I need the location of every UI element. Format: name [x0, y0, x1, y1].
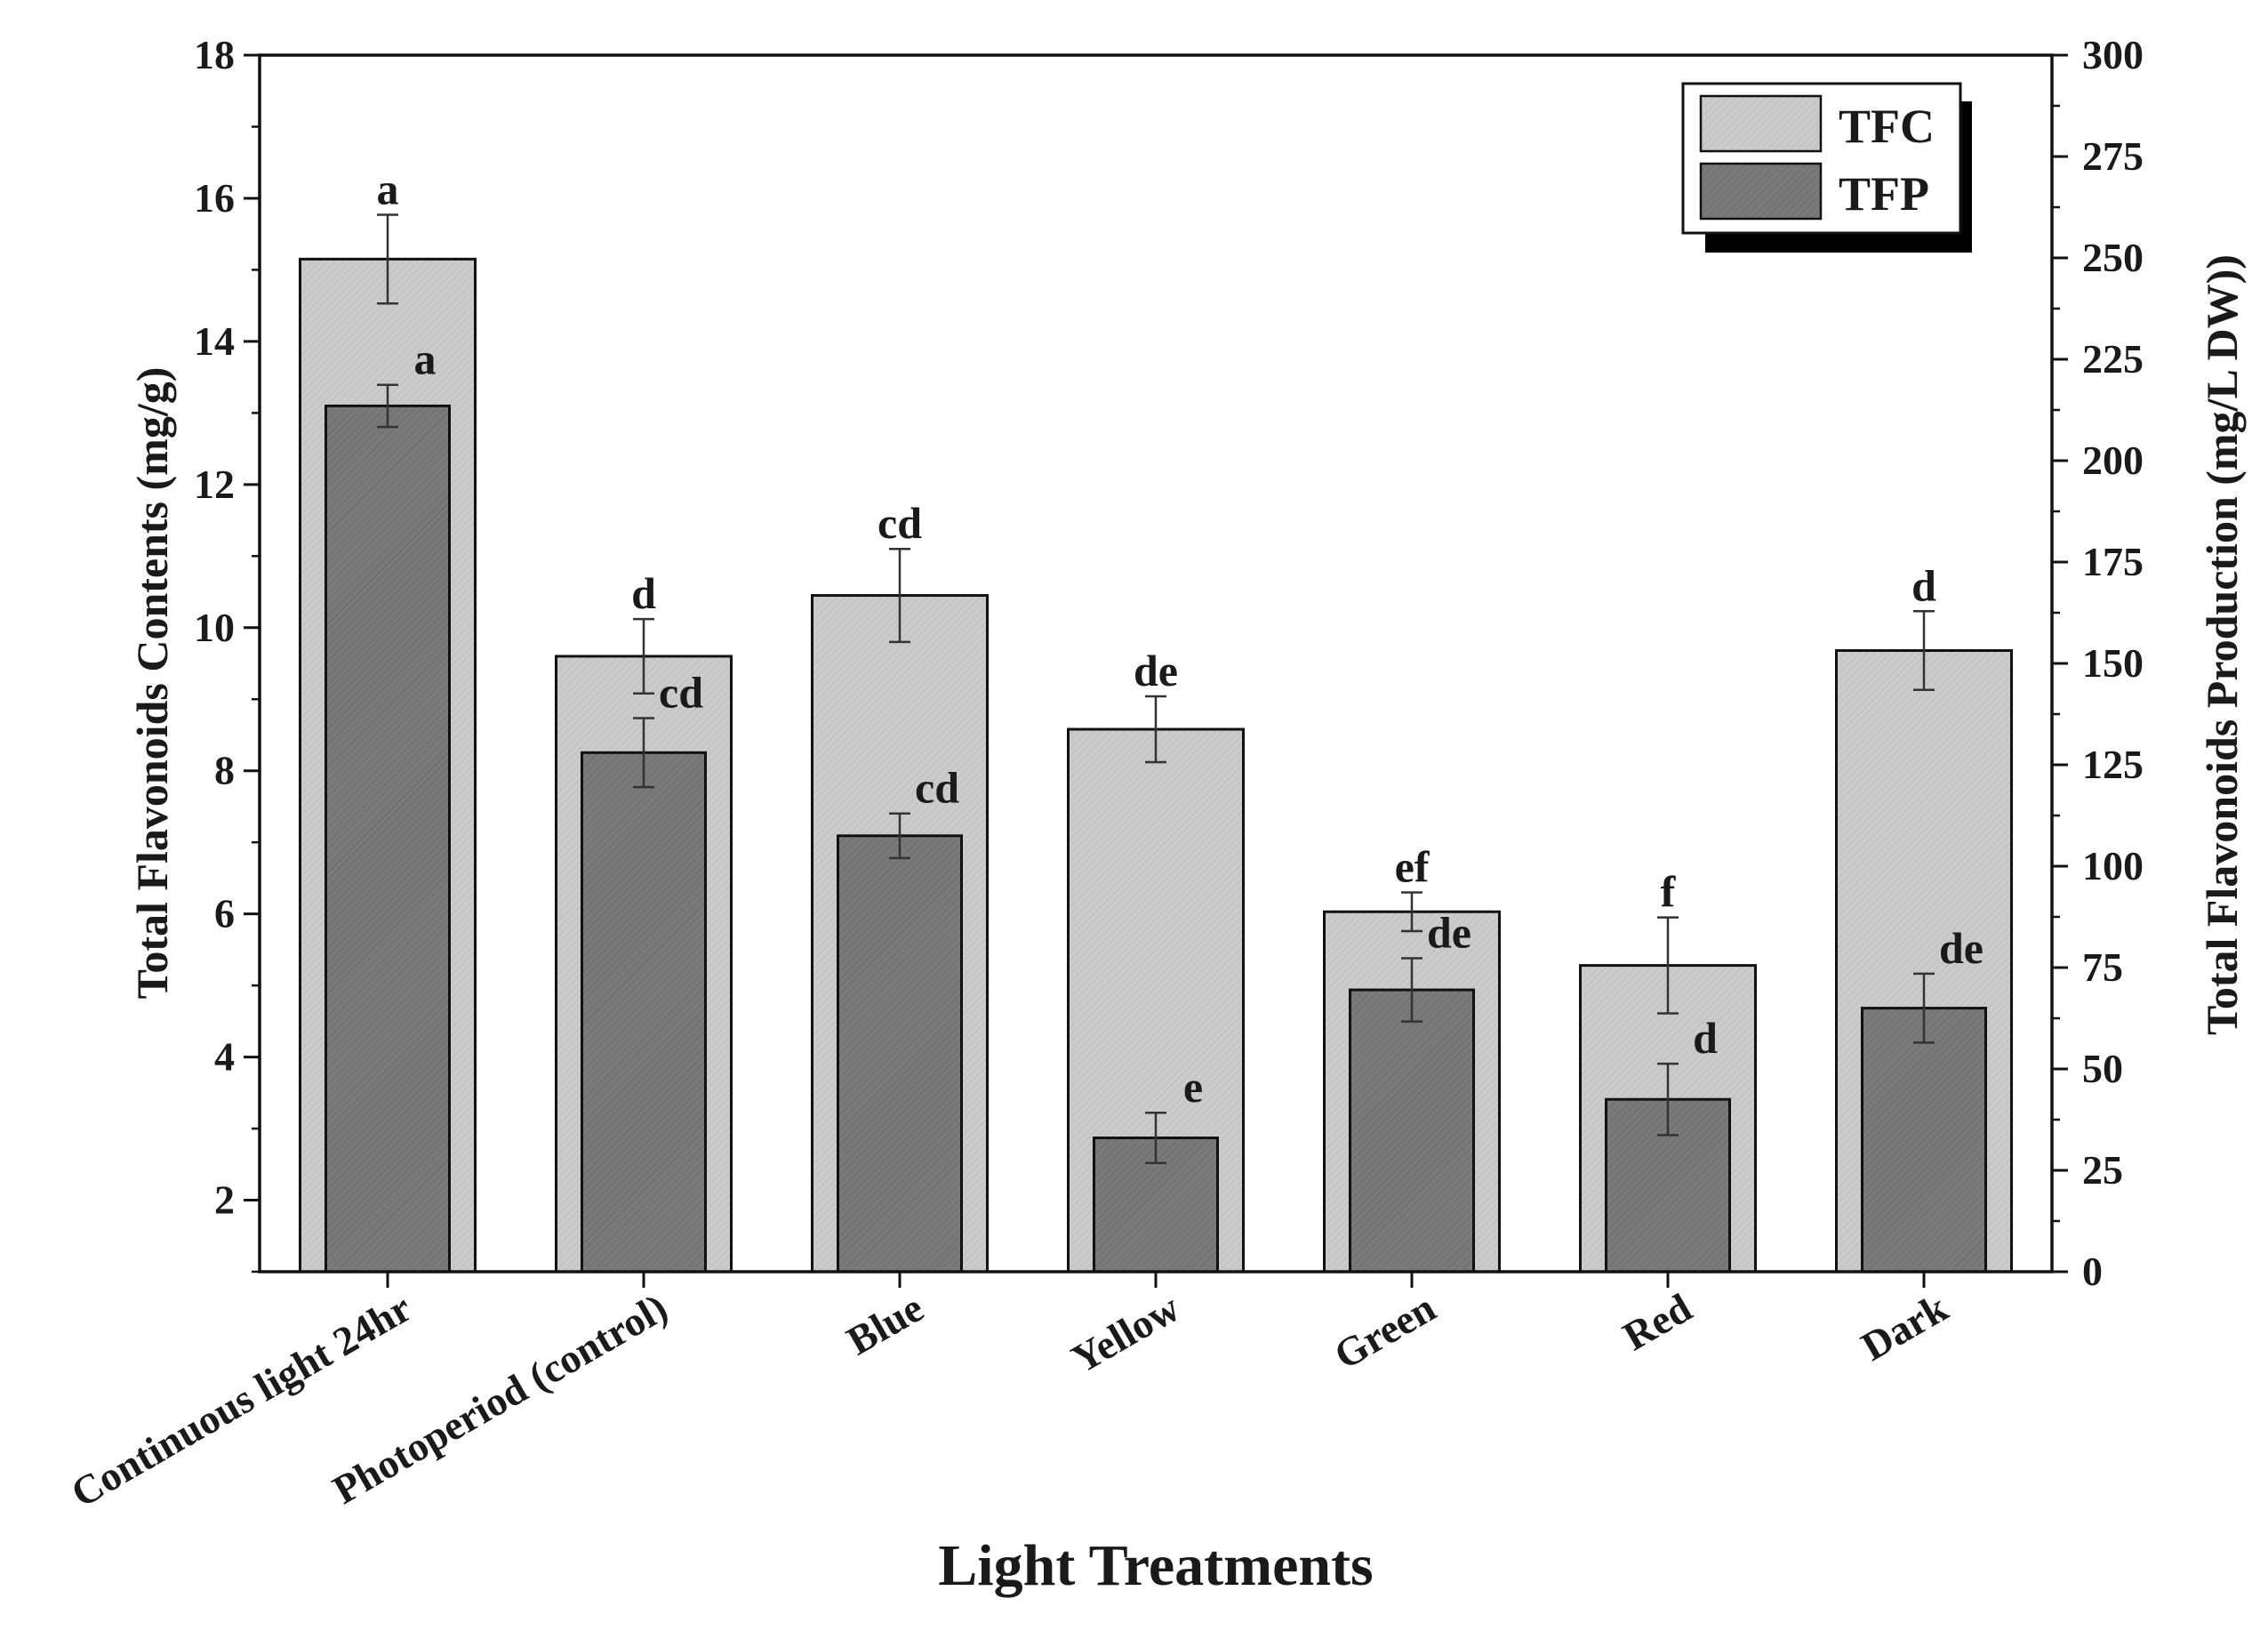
- significance-label-tfp-5: d: [1693, 1013, 1718, 1063]
- right-tick-label-225: 225: [2082, 336, 2144, 382]
- right-y-axis-title: Total Flavonoids Production (mg/L DW)): [2197, 254, 2247, 1035]
- significance-label-tfp-3: e: [1183, 1062, 1203, 1112]
- x-tick-label-4: Green: [1326, 1284, 1443, 1378]
- significance-label-tfp-2: cd: [915, 763, 959, 813]
- right-tick-label-0: 0: [2082, 1249, 2103, 1294]
- left-tick-label-18: 18: [194, 32, 235, 77]
- left-tick-label-14: 14: [194, 318, 235, 364]
- legend-swatch-tfp: [1699, 162, 1823, 221]
- right-tick-label-50: 50: [2082, 1046, 2123, 1091]
- right-tick-label-175: 175: [2082, 539, 2144, 584]
- left-tick-label-12: 12: [194, 462, 235, 507]
- left-tick-label-10: 10: [194, 605, 235, 650]
- left-tick-label-2: 2: [214, 1177, 235, 1223]
- bar-tfp-0: [325, 404, 451, 1273]
- x-tick-label-3: Yellow: [1064, 1284, 1187, 1381]
- right-tick-label-150: 150: [2082, 640, 2144, 686]
- right-tick-label-25: 25: [2082, 1147, 2123, 1193]
- legend: TFC TFP: [1681, 82, 1972, 253]
- right-tick-label-250: 250: [2082, 235, 2144, 280]
- right-tick-label-275: 275: [2082, 133, 2144, 179]
- bar-tfp-6: [1861, 1007, 1987, 1273]
- significance-label-tfc-6: d: [1911, 560, 1936, 610]
- significance-label-tfc-1: d: [631, 568, 656, 618]
- significance-label-tfc-4: ef: [1395, 842, 1431, 892]
- x-axis-title: Light Treatments: [938, 1533, 1374, 1598]
- left-y-axis-title: Total Flavonoids Contents (mg/g): [127, 367, 177, 1000]
- left-tick-label-4: 4: [214, 1034, 235, 1080]
- legend-label-tfc: TFC: [1839, 100, 1935, 153]
- right-tick-label-100: 100: [2082, 843, 2144, 888]
- significance-label-tfc-3: de: [1134, 646, 1178, 695]
- right-tick-label-300: 300: [2082, 32, 2144, 77]
- bar-tfp-1: [581, 751, 707, 1273]
- significance-label-tfp-1: cd: [659, 668, 703, 718]
- left-y-axis: 2 4 6 8 10 12 14 16 18: [194, 32, 260, 1273]
- x-tick-label-6: Dark: [1854, 1284, 1955, 1369]
- legend-label-tfp: TFP: [1839, 167, 1929, 221]
- significance-label-tfc-2: cd: [878, 498, 922, 548]
- significance-label-tfc-0: a: [377, 164, 399, 213]
- bar-tfp-2: [837, 834, 963, 1273]
- legend-swatch-tfc: [1699, 94, 1823, 153]
- right-tick-label-200: 200: [2082, 438, 2144, 483]
- significance-label-tfp-6: de: [1939, 923, 1983, 973]
- right-y-axis: 0 25 50 75 100 125 150 175 200 225 250 275 300: [2052, 32, 2144, 1294]
- x-tick-label-5: Red: [1615, 1284, 1699, 1359]
- significance-label-tfp-0: a: [414, 334, 437, 384]
- bar-tfp-4: [1349, 988, 1475, 1273]
- right-tick-label-125: 125: [2082, 742, 2144, 787]
- left-tick-label-6: 6: [214, 891, 235, 936]
- significance-label-tfp-4: de: [1427, 908, 1471, 958]
- x-tick-label-2: Blue: [839, 1284, 931, 1363]
- left-tick-label-8: 8: [214, 748, 235, 793]
- left-tick-label-16: 16: [194, 175, 235, 221]
- significance-label-tfc-5: f: [1661, 867, 1677, 917]
- right-tick-label-75: 75: [2082, 944, 2123, 990]
